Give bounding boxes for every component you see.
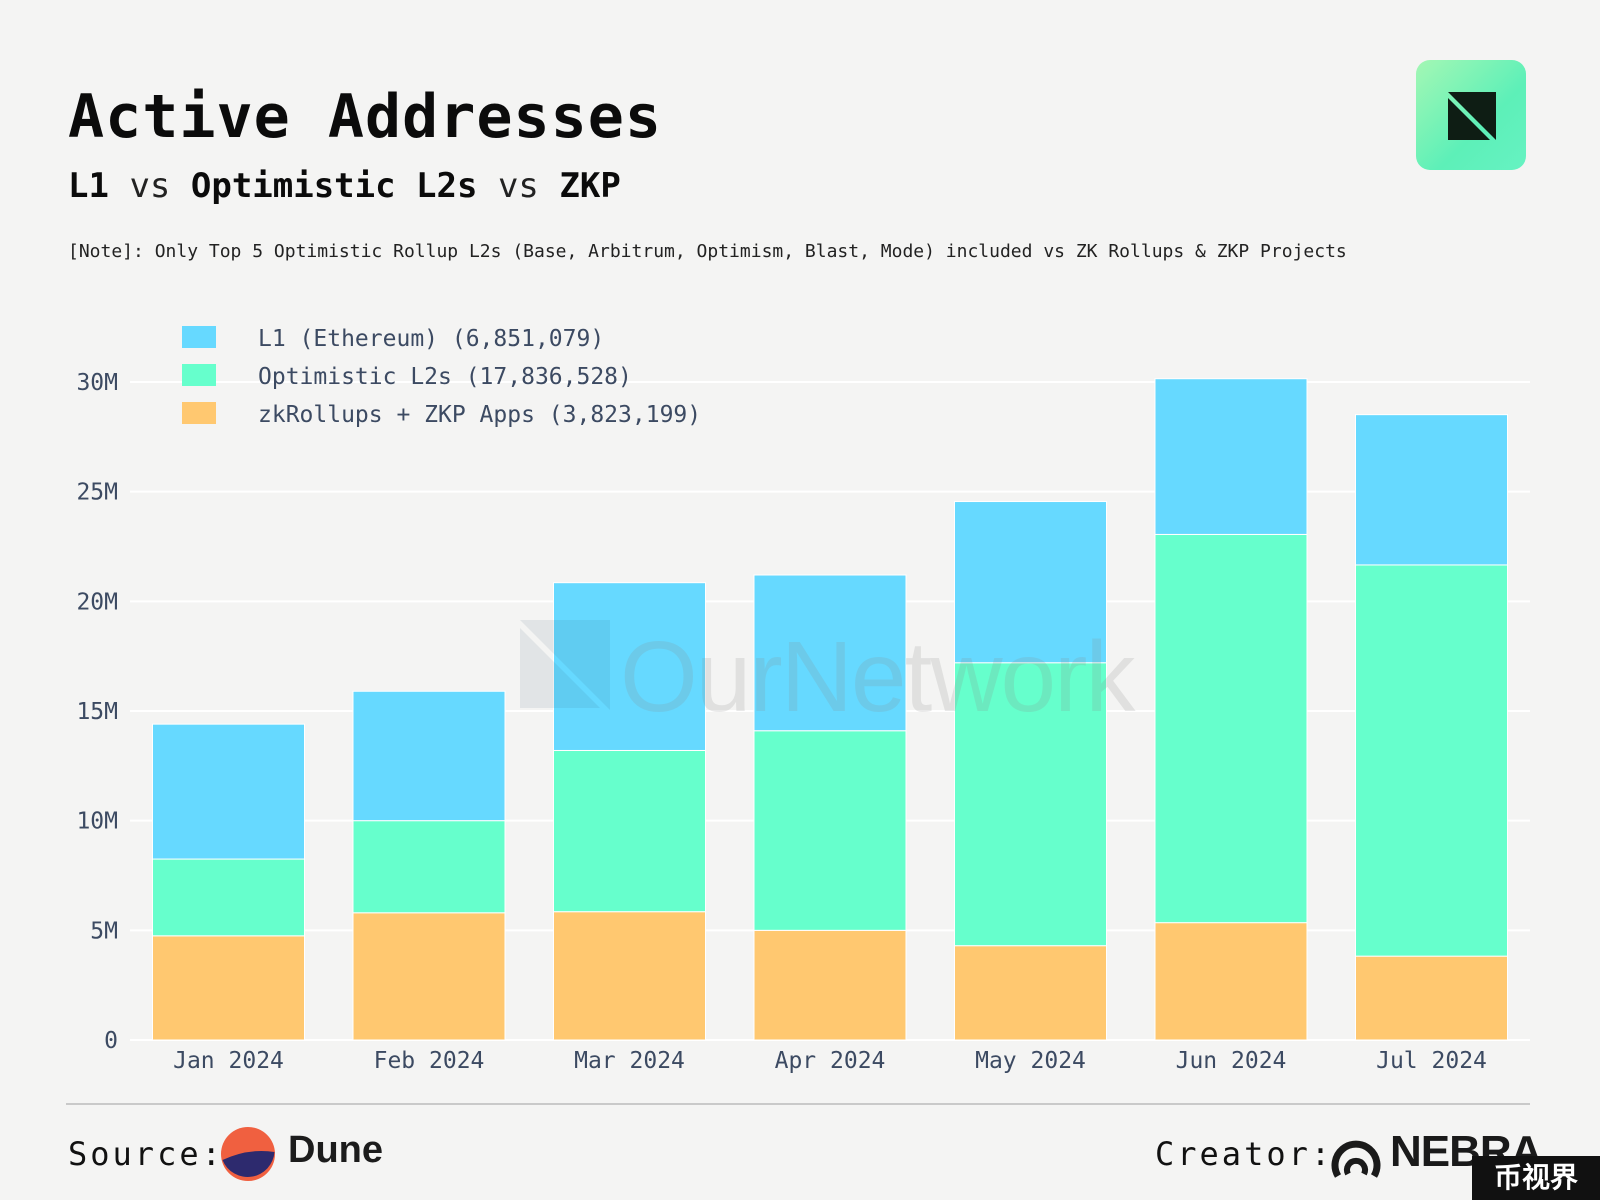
bar-segment — [553, 749, 706, 913]
bar-segment — [1154, 378, 1308, 535]
bar-segment — [152, 723, 305, 860]
bar-segment — [1154, 922, 1308, 1041]
bar-segment — [753, 574, 907, 732]
legend-swatch — [182, 364, 216, 386]
y-tick-label: 20M — [76, 589, 118, 615]
bars — [152, 378, 1508, 1041]
chart-note: [Note]: Only Top 5 Optimistic Rollup L2s… — [68, 241, 1347, 262]
subtitle-l1: L1 — [68, 166, 109, 206]
nebra-logo-icon — [1331, 1140, 1381, 1178]
y-tick-label: 30M — [76, 370, 118, 396]
ournetwork-logo — [1416, 60, 1526, 170]
x-tick-label: Jun 2024 — [1176, 1048, 1287, 1074]
bar-segment — [954, 945, 1107, 1041]
bar-segment — [352, 912, 506, 1041]
subtitle-vs-2: vs — [497, 166, 539, 206]
x-axis-ticks: Jan 2024 Feb 2024 Mar 2024 Apr 2024 May 2024… — [173, 1048, 1487, 1074]
bar-segment — [954, 662, 1107, 947]
legend-label: zkRollups + ZKP Apps (3,823,199) — [258, 402, 701, 428]
bar-segment — [152, 935, 305, 1041]
legend-swatch — [182, 402, 216, 424]
bar-segment — [1154, 533, 1308, 924]
x-tick-label: Jul 2024 — [1376, 1048, 1487, 1074]
bar-segment — [352, 820, 506, 914]
subtitle-vs-1: vs — [129, 166, 171, 206]
stacked-bar-chart: 0 5M 10M 15M 20M 25M 30M Jan 2024 Feb 2024 Mar 2… — [76, 326, 1530, 1074]
y-tick-label: 15M — [76, 699, 118, 725]
subtitle-zkp: ZKP — [559, 166, 621, 206]
bar-segment — [152, 858, 305, 937]
ournetwork-mark-icon — [1448, 92, 1496, 140]
source-name: Dune — [288, 1129, 383, 1171]
y-axis-ticks: 0 5M 10M 15M 20M 25M 30M — [76, 370, 118, 1054]
bar-segment — [1355, 564, 1508, 957]
chart-title: Active Addresses — [68, 82, 662, 152]
x-tick-label: Jan 2024 — [173, 1048, 284, 1074]
bar-segment — [352, 690, 506, 822]
bar-segment — [1355, 414, 1508, 566]
bar-segment — [553, 911, 706, 1041]
y-tick-label: 5M — [90, 918, 118, 944]
y-tick-label: 0 — [104, 1028, 118, 1054]
bar-segment — [1355, 955, 1508, 1041]
bar-segment — [753, 929, 907, 1041]
legend-label: Optimistic L2s (17,836,528) — [258, 364, 632, 390]
bar-segment — [753, 730, 907, 931]
source-label: Source: — [68, 1135, 224, 1173]
corner-watermark-badge: 币视界 — [1472, 1156, 1600, 1200]
legend-label: L1 (Ethereum) (6,851,079) — [258, 326, 604, 352]
x-tick-label: Feb 2024 — [374, 1048, 485, 1074]
y-tick-label: 25M — [76, 480, 118, 506]
footer-divider — [66, 1103, 1530, 1105]
subtitle-optimistic: Optimistic L2s — [190, 166, 478, 206]
y-tick-label: 10M — [76, 809, 118, 835]
dune-logo-icon — [221, 1127, 275, 1181]
legend: L1 (Ethereum) (6,851,079) Optimistic L2s … — [182, 326, 701, 428]
creator-label: Creator: — [1155, 1135, 1334, 1173]
legend-swatch — [182, 326, 216, 348]
bar-segment — [954, 501, 1107, 664]
chart-subtitle: L1 vs Optimistic L2s vs ZKP — [68, 166, 621, 206]
x-tick-label: Apr 2024 — [775, 1048, 886, 1074]
x-tick-label: Mar 2024 — [574, 1048, 685, 1074]
x-tick-label: May 2024 — [975, 1048, 1086, 1074]
bar-segment — [553, 582, 706, 751]
